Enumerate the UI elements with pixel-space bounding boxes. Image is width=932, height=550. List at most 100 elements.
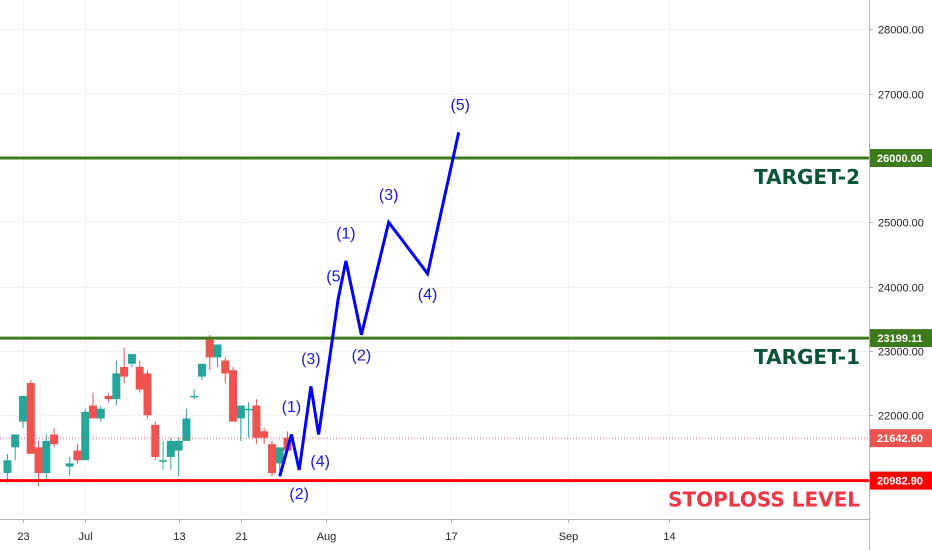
candle: [166, 437, 175, 470]
candle: [151, 421, 160, 461]
candle: [65, 456, 74, 477]
candle-body: [197, 363, 206, 377]
candle: [112, 360, 121, 406]
y-tick-label: 25000.00: [878, 218, 924, 230]
candle-body: [166, 440, 175, 457]
badge-target-2-text: 26000.00: [877, 153, 923, 165]
x-tick-label: 14: [663, 531, 675, 543]
x-tick-label: 13: [173, 531, 185, 543]
x-tick-label: 23: [17, 531, 29, 543]
candle: [81, 408, 90, 461]
x-tick-label: Sep: [559, 531, 579, 543]
candle-body: [81, 411, 90, 461]
badge-stoploss-bg: [870, 471, 932, 490]
badge-target-1-bg: [870, 329, 932, 348]
candle: [42, 434, 51, 480]
candle-body: [151, 424, 160, 457]
wave-label: (3): [379, 187, 399, 204]
x-tick-label: 21: [235, 531, 247, 543]
candle-body: [120, 366, 129, 377]
badge-stoploss-text: 20982.90: [877, 476, 923, 488]
candle-body: [252, 405, 261, 438]
candle: [244, 402, 253, 438]
candle-body: [104, 395, 113, 400]
wave-label: (1): [336, 225, 356, 242]
candle: [104, 392, 113, 403]
candle: [34, 440, 43, 486]
candle: [19, 395, 27, 429]
candle-body: [96, 408, 105, 419]
y-tick-label: 27000.00: [878, 90, 924, 102]
candle-body: [275, 447, 284, 464]
candle-body: [42, 440, 51, 474]
candle-body: [236, 405, 245, 419]
candle-body: [3, 460, 12, 474]
level-label-stoploss: STOPLOSS LEVEL: [668, 488, 860, 512]
badge-target-2: 26000.00: [870, 149, 932, 167]
candle: [252, 399, 261, 445]
candle: [275, 447, 284, 474]
candle: [229, 366, 238, 422]
candle: [135, 360, 144, 393]
candles: [3, 334, 292, 486]
badge-last-price-text: 21642.60: [877, 433, 923, 445]
grid: [0, 0, 869, 519]
candle-body: [182, 418, 191, 441]
candle: [3, 453, 12, 483]
badge-target-1-text: 23199.11: [877, 333, 922, 345]
candle: [205, 334, 214, 371]
wave-label: (2): [352, 348, 372, 365]
badge-stoploss: 20982.90: [870, 471, 932, 490]
level-label-target-1: TARGET-1: [754, 345, 860, 369]
candle: [213, 344, 222, 367]
wave-line: [278, 131, 461, 477]
candle-body: [50, 434, 59, 445]
x-tick-label: Aug: [317, 531, 337, 543]
level-labels: TARGET-2 TARGET-1 STOPLOSS LEVEL: [668, 165, 860, 512]
candle-body: [190, 395, 199, 398]
candle-body: [89, 405, 98, 419]
price-badges: 26000.00 23199.11 20982.90 21642.60: [870, 149, 932, 490]
candle: [236, 405, 245, 441]
badge-last-price: 21642.60: [870, 429, 932, 448]
candle: [182, 408, 191, 441]
y-tick-label: 28000.00: [878, 25, 924, 37]
candle: [11, 434, 20, 461]
candle: [260, 428, 269, 445]
candle-body: [73, 450, 82, 461]
badge-target-1: 23199.11: [870, 329, 932, 348]
candle: [174, 437, 183, 477]
candle-body: [34, 447, 43, 474]
elliott-wave: (1) (2) (3) (4) (5 (1) (2) (3) (4) (5): [278, 97, 470, 503]
candle: [221, 357, 230, 384]
candle-body: [159, 460, 168, 462]
price-levels: [0, 156, 869, 483]
candle-body: [260, 431, 269, 438]
candle: [26, 379, 35, 454]
y-tick-label: 23000.00: [878, 347, 924, 359]
candle: [127, 354, 136, 367]
wave-label: (4): [310, 454, 330, 471]
wave-label: (5: [326, 268, 340, 285]
badge-target-2-bg: [870, 149, 932, 167]
candle-body: [127, 354, 136, 364]
candle: [267, 440, 276, 477]
x-tick-label: 17: [445, 531, 457, 543]
candle-body: [229, 370, 238, 422]
candle-body: [267, 444, 276, 474]
candle-body: [174, 440, 183, 451]
candle-body: [19, 395, 27, 422]
badge-last-price-bg: [870, 429, 932, 448]
candle-body: [65, 463, 74, 467]
wave-label: (4): [418, 286, 438, 303]
wave-label: (5): [450, 97, 470, 114]
candle: [73, 444, 82, 464]
candle-body: [26, 383, 35, 454]
candle-body: [221, 360, 230, 374]
wave-label: (3): [301, 351, 321, 368]
level-label-target-2: TARGET-2: [754, 165, 860, 189]
candle: [89, 392, 98, 419]
wave-label: (2): [289, 486, 309, 503]
